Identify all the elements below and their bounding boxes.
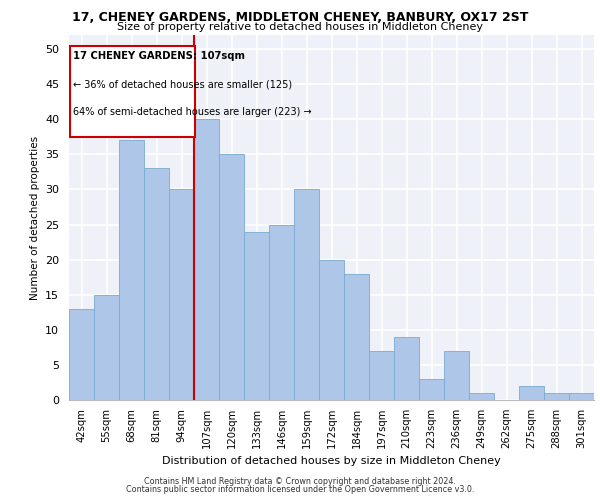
Y-axis label: Number of detached properties: Number of detached properties [29, 136, 40, 300]
Bar [69, 308, 94, 400]
Text: Contains public sector information licensed under the Open Government Licence v3: Contains public sector information licen… [126, 485, 474, 494]
Bar [469, 393, 494, 400]
Bar [544, 393, 569, 400]
Bar [369, 351, 394, 400]
Bar [319, 260, 344, 400]
Text: 64% of semi-detached houses are larger (223) →: 64% of semi-detached houses are larger (… [73, 108, 312, 118]
Text: Contains HM Land Registry data © Crown copyright and database right 2024.: Contains HM Land Registry data © Crown c… [144, 477, 456, 486]
Text: Size of property relative to detached houses in Middleton Cheney: Size of property relative to detached ho… [117, 22, 483, 32]
Bar [169, 190, 194, 400]
FancyBboxPatch shape [70, 46, 194, 137]
Bar [144, 168, 169, 400]
Bar [219, 154, 244, 400]
Bar [119, 140, 144, 400]
Bar [244, 232, 269, 400]
Bar [394, 337, 419, 400]
Text: ← 36% of detached houses are smaller (125): ← 36% of detached houses are smaller (12… [73, 79, 292, 89]
Bar [569, 393, 594, 400]
Text: 17, CHENEY GARDENS, MIDDLETON CHENEY, BANBURY, OX17 2ST: 17, CHENEY GARDENS, MIDDLETON CHENEY, BA… [72, 11, 528, 24]
Bar [519, 386, 544, 400]
X-axis label: Distribution of detached houses by size in Middleton Cheney: Distribution of detached houses by size … [162, 456, 501, 466]
Bar [94, 294, 119, 400]
Bar [194, 119, 219, 400]
Text: 17 CHENEY GARDENS: 107sqm: 17 CHENEY GARDENS: 107sqm [73, 51, 245, 61]
Bar [294, 190, 319, 400]
Bar [444, 351, 469, 400]
Bar [419, 379, 444, 400]
Bar [344, 274, 369, 400]
Bar [269, 224, 294, 400]
